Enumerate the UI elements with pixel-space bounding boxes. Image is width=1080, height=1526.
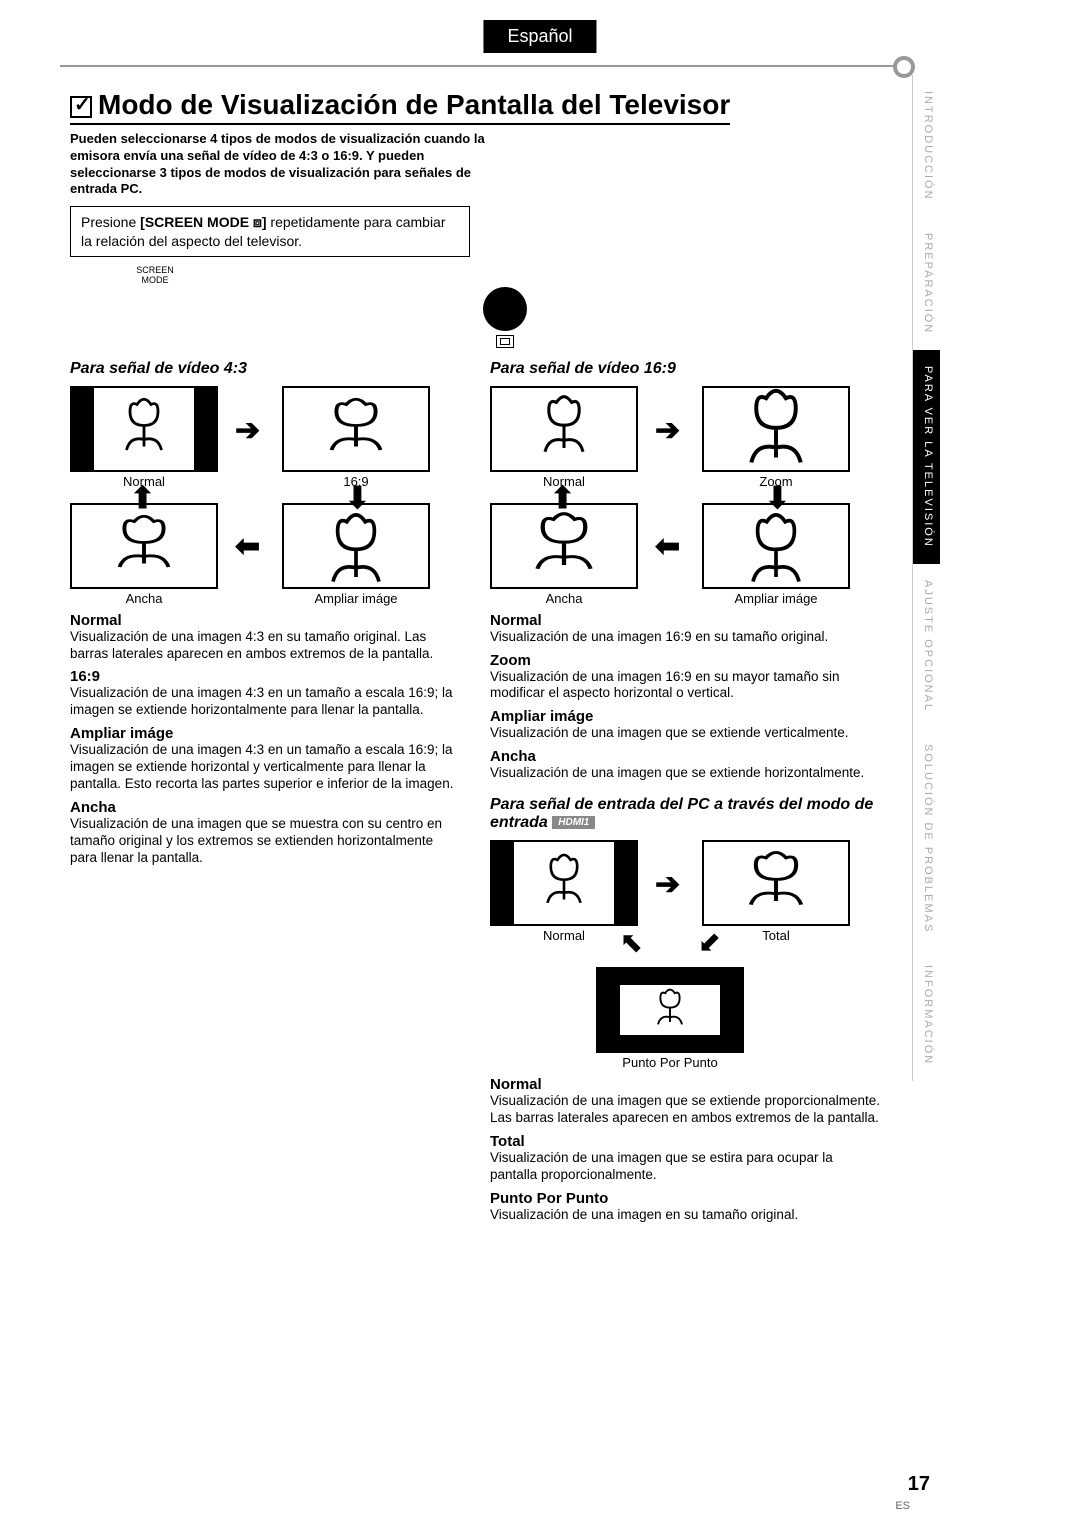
- screen-ancha-43: [70, 503, 218, 589]
- screen-normal-pc: [490, 840, 638, 926]
- page-content: Modo de Visualización de Pantalla del Te…: [70, 90, 880, 1476]
- tulip-icon: [727, 386, 826, 472]
- side-tab-ajuste[interactable]: AJUSTE OPCIONAL: [912, 564, 940, 728]
- header-rule: [60, 65, 900, 67]
- instruction-box: Presione [SCREEN MODE ⧈] repetidamente p…: [70, 206, 470, 256]
- tulip-icon: [310, 508, 402, 589]
- tulip-icon: [95, 511, 193, 581]
- column-4-3: Para señal de vídeo 4:3 Normal 16:9: [70, 360, 460, 1224]
- diagram-4-3: Normal 16:9 Ampliar imáge: [70, 386, 430, 606]
- arrow-up-icon: ⬆: [550, 484, 575, 514]
- screen-total-pc: [702, 840, 850, 926]
- side-tabs: INTRODUCCIÓN PREPARACIÓN PARA VER LA TEL…: [912, 75, 940, 1081]
- side-tab-solucion[interactable]: SOLUCIÓN DE PROBLEMAS: [912, 728, 940, 949]
- arrow-down-icon: ⬇: [765, 484, 790, 514]
- column-16-9: Para señal de vídeo 16:9 Normal Zoom: [490, 360, 880, 1224]
- heading-16-9: Para señal de vídeo 16:9: [490, 360, 880, 378]
- tulip-icon: [307, 394, 405, 464]
- screen-mode-remote-button: SCREEN MODE: [130, 265, 880, 348]
- arrow-right-icon: ➔: [235, 416, 260, 446]
- screen-ampliar-169: [702, 503, 850, 589]
- page-lang-code: ES: [895, 1500, 910, 1512]
- tulip-icon: [726, 847, 827, 919]
- tulip-icon: [511, 508, 617, 584]
- arrow-left-icon: ⬅: [235, 532, 260, 562]
- page-number: 17: [908, 1473, 930, 1496]
- side-tab-ver-tv[interactable]: PARA VER LA TELEVISIÓN: [912, 350, 940, 564]
- side-tab-preparacion[interactable]: PREPARACIÓN: [912, 217, 940, 350]
- tulip-icon: [730, 508, 822, 589]
- tulip-icon: [531, 850, 597, 916]
- heading-4-3: Para señal de vídeo 4:3: [70, 360, 460, 378]
- diagram-16-9: Normal Zoom Ampliar imáge: [490, 386, 850, 606]
- screen-ampliar-43: [282, 503, 430, 589]
- side-tab-informacion[interactable]: INFORMACIÓN: [912, 949, 940, 1081]
- defs-43: Normal Visualización de una imagen 4:3 e…: [70, 612, 460, 867]
- tulip-icon: [109, 394, 179, 464]
- screen-zoom-169: [702, 386, 850, 472]
- language-tab: Español: [483, 20, 596, 53]
- tulip-icon: [646, 986, 694, 1034]
- arrow-down-icon: ⬇: [345, 484, 370, 514]
- screen-normal-169: [490, 386, 638, 472]
- arrow-left-icon: ⬅: [655, 532, 680, 562]
- screen-punto-pc: [596, 967, 744, 1053]
- hdmi-badge: HDMI1: [552, 816, 595, 829]
- screen-normal-43: [70, 386, 218, 472]
- defs-169: Normal Visualización de una imagen 16:9 …: [490, 612, 880, 782]
- heading-pc: Para señal de entrada del PC a través de…: [490, 796, 880, 832]
- checkbox-icon: [70, 96, 92, 118]
- defs-pc: Normal Visualización de una imagen que s…: [490, 1076, 880, 1223]
- page-title: Modo de Visualización de Pantalla del Te…: [70, 90, 730, 125]
- arrow-right-icon: ➔: [655, 416, 680, 446]
- arrow-up-icon: ⬆: [130, 484, 155, 514]
- diagram-pc: Normal Total Punto Por Punto ➔: [490, 840, 850, 1070]
- arrow-right-icon: ➔: [655, 870, 680, 900]
- tulip-icon: [526, 391, 602, 467]
- side-tab-introduccion[interactable]: INTRODUCCIÓN: [912, 75, 940, 217]
- screen-ancha-169: [490, 503, 638, 589]
- screen-169-43: [282, 386, 430, 472]
- intro-text: Pueden seleccionarse 4 tipos de modos de…: [70, 131, 510, 199]
